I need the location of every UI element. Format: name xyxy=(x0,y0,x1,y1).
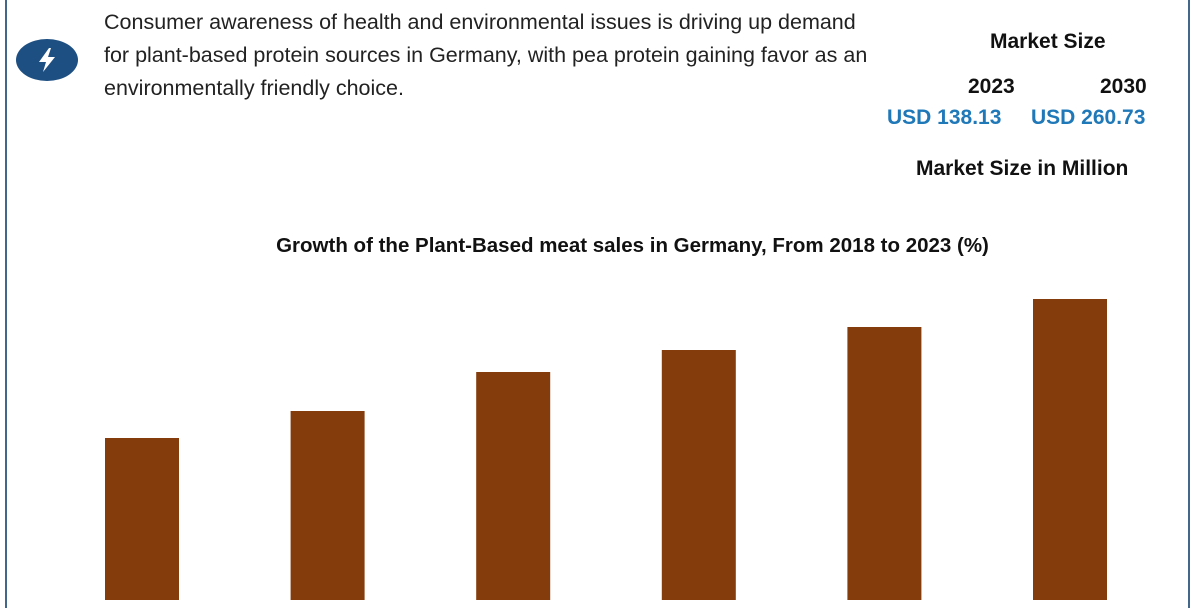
bar-2018 xyxy=(105,438,179,600)
market-size-unit: Market Size in Million xyxy=(916,157,1129,180)
value-end: USD 260.73 xyxy=(1031,106,1146,129)
bar-2020 xyxy=(476,372,551,600)
year-end: 2030 xyxy=(1100,75,1147,98)
bar-2019 xyxy=(290,411,365,600)
value-start: USD 138.13 xyxy=(887,106,1002,129)
bar-2021 xyxy=(661,350,736,600)
bar-2023 xyxy=(1033,299,1107,600)
bar-2022 xyxy=(847,327,922,600)
year-start: 2023 xyxy=(968,75,1015,98)
market-size-title: Market Size xyxy=(990,30,1106,53)
infographic-frame xyxy=(5,0,1190,608)
lightning-bolt-icon xyxy=(16,39,78,81)
intro-text: Consumer awareness of health and environ… xyxy=(104,10,868,100)
chart-title: Growth of the Plant-Based meat sales in … xyxy=(276,234,989,257)
